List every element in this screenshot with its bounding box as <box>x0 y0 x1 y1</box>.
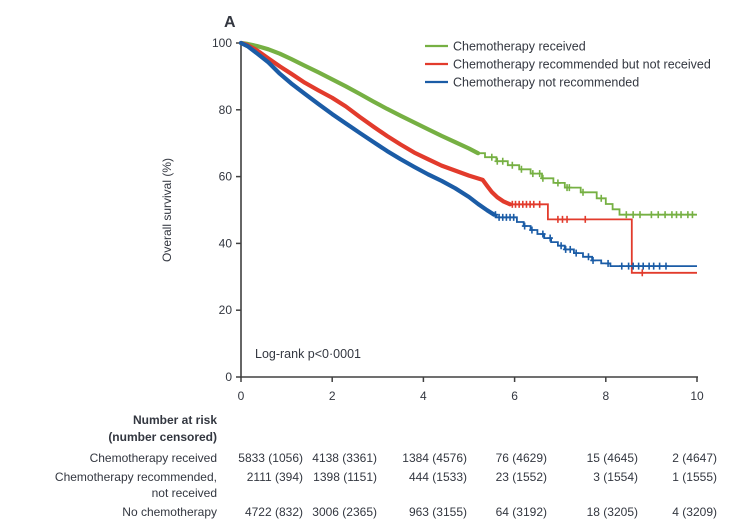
risk-cell: 963 (3155) <box>409 505 467 519</box>
logrank-annotation: Log-rank p<0·0001 <box>255 347 361 361</box>
legend-label: Chemotherapy not recommended <box>453 76 639 90</box>
y-tick-label: 80 <box>219 103 233 117</box>
y-axis-title: Overall survival (%) <box>160 158 174 262</box>
curve-tail <box>494 213 697 267</box>
legend-label: Chemotherapy recommended but not receive… <box>453 58 711 72</box>
x-tick-label: 6 <box>511 389 518 403</box>
curve-dense <box>238 40 497 217</box>
risk-cell: 64 (3192) <box>496 505 547 519</box>
panel-label: A <box>224 14 236 31</box>
risk-cell: 5833 (1056) <box>238 451 303 465</box>
risk-cell: 4722 (832) <box>245 505 303 519</box>
risk-table-rows: Chemotherapy received 5833 (1056) 4138 (33… <box>55 451 717 519</box>
risk-cell: 2111 (394) <box>247 470 303 484</box>
survival-curves <box>238 40 697 274</box>
y-tick-label: 100 <box>212 36 232 50</box>
risk-cell: 4138 (3361) <box>312 451 377 465</box>
x-tick-label: 10 <box>690 389 704 403</box>
x-tick-label: 4 <box>420 389 427 403</box>
y-tick-label: 40 <box>219 236 233 250</box>
risk-cell: 76 (4629) <box>496 451 547 465</box>
axes: 0 20 40 60 80 100 0 2 4 6 8 10 <box>212 36 704 403</box>
risk-cell: 2 (4647) <box>672 451 717 465</box>
censor-marks <box>489 153 696 277</box>
risk-table-header-line2: (number censored) <box>108 430 217 444</box>
y-tick-label: 60 <box>219 170 233 184</box>
risk-cell: 3 (1554) <box>593 470 638 484</box>
risk-cell: 4 (3209) <box>672 505 717 519</box>
risk-cell: 1384 (4576) <box>402 451 467 465</box>
y-tick-label: 20 <box>219 303 233 317</box>
risk-cell: 15 (4645) <box>587 451 638 465</box>
risk-cell: 23 (1552) <box>496 470 547 484</box>
legend: Chemotherapy received Chemotherapy recomm… <box>425 40 711 90</box>
risk-cell: 1 (1555) <box>672 470 717 484</box>
y-tick-label: 0 <box>225 370 232 384</box>
risk-cell: 18 (3205) <box>587 505 638 519</box>
x-tick-label: 2 <box>329 389 336 403</box>
x-tick-label: 0 <box>238 389 245 403</box>
risk-row-label: Chemotherapy received <box>90 451 217 465</box>
risk-table-header-line1: Number at risk <box>133 413 217 427</box>
curve-dense <box>238 40 513 207</box>
risk-cell: 1398 (1151) <box>313 470 377 484</box>
x-tick-label: 8 <box>602 389 609 403</box>
risk-cell: 3006 (2365) <box>312 505 377 519</box>
curve-dense <box>238 40 481 156</box>
risk-cell: 444 (1533) <box>409 470 467 484</box>
legend-label: Chemotherapy received <box>453 40 586 54</box>
risk-row-label: No chemotherapy <box>122 505 217 519</box>
risk-row-label: Chemotherapy recommended, <box>55 470 217 484</box>
risk-row-label: not received <box>152 486 217 500</box>
risk-table: Number at risk (number censored) Chemoth… <box>55 413 717 519</box>
